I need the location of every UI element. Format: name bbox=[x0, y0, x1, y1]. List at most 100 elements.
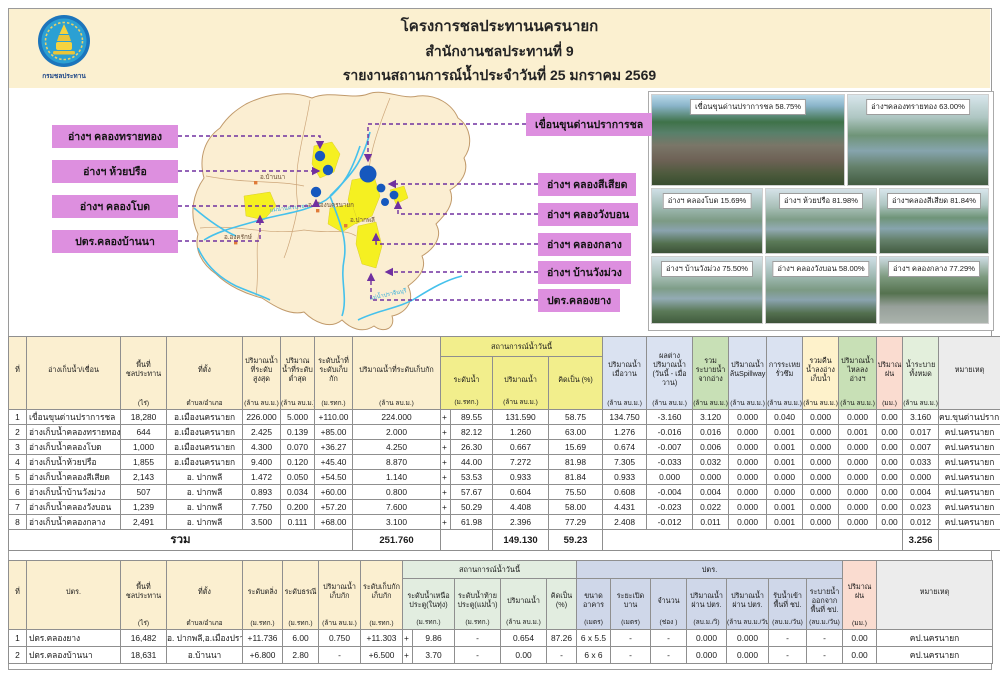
column-header: ปริมาณน้ำเก็บกัก (ล้าน ลบ.ม.) bbox=[318, 560, 361, 630]
column-header: ขนาดอาคาร (เมตร) bbox=[576, 578, 611, 630]
cell: อ่างเก็บน้ำบ้านวังม่วง bbox=[26, 484, 121, 500]
cell: +110.00 bbox=[314, 409, 353, 425]
column-header: ระดับน้ำที่ระดับเก็บกัก (ม.รทก.) bbox=[314, 336, 353, 410]
cell: 1,855 bbox=[120, 454, 167, 470]
cell: 53.53 bbox=[450, 469, 493, 485]
cell: + bbox=[402, 629, 413, 647]
cell: 1 bbox=[8, 629, 27, 647]
reservoir-photo: อ่างฯ ห้วยปรือ 81.98% bbox=[765, 188, 877, 254]
cell: 1 bbox=[8, 409, 27, 425]
cell: 8.870 bbox=[352, 454, 441, 470]
cell: 0.000 bbox=[802, 424, 840, 440]
cell: 0.000 bbox=[838, 499, 878, 515]
cell: 0.001 bbox=[766, 514, 804, 530]
column-header: ปริมาณน้ำที่ระดับเก็บกัก (ล้าน ลบ.ม.) bbox=[352, 336, 441, 410]
photo-caption: อ่างฯ คลองโบด 15.69% bbox=[662, 193, 752, 209]
cell: 0.893 bbox=[242, 484, 281, 500]
cell: 7 bbox=[8, 499, 27, 515]
cell: 0.000 bbox=[838, 469, 878, 485]
cell: +6.500 bbox=[360, 646, 403, 664]
cell: 75.50 bbox=[547, 484, 604, 500]
reservoir-photo: อ่างฯคลองสีเสียด 81.84% bbox=[879, 188, 989, 254]
cell: 61.98 bbox=[450, 514, 493, 530]
cell: + bbox=[440, 484, 451, 500]
cell: อ.เมืองนครนายก bbox=[166, 439, 243, 455]
column-header: ที่ bbox=[8, 336, 27, 410]
cell: 0.00 bbox=[842, 646, 877, 664]
cell: +11.303 bbox=[360, 629, 403, 647]
cell: 0.000 bbox=[728, 514, 768, 530]
map-callout-label: อ่างฯ ห้วยปรือ bbox=[52, 160, 178, 183]
cell: 0.00 bbox=[876, 514, 904, 530]
cell: 0.000 bbox=[902, 469, 940, 485]
cell: 9.400 bbox=[242, 454, 281, 470]
cell: 0.000 bbox=[838, 409, 878, 425]
cell: 6.00 bbox=[282, 629, 319, 647]
cell: 131.590 bbox=[492, 409, 549, 425]
cell: 0.001 bbox=[766, 499, 804, 515]
cell: + bbox=[440, 409, 451, 425]
cell: -0.016 bbox=[646, 424, 694, 440]
cell: 57.67 bbox=[450, 484, 493, 500]
cell: - bbox=[546, 646, 577, 664]
cell: - bbox=[768, 646, 807, 664]
district-label: อ.ปากพลี bbox=[350, 216, 375, 224]
cell: คป.นครนายก bbox=[876, 646, 993, 664]
cell: 18,280 bbox=[120, 409, 167, 425]
column-header: อ่างเก็บน้ำ/เขื่อน bbox=[26, 336, 121, 410]
rid-seal-icon bbox=[38, 15, 90, 67]
column-header: หมายเหตุ bbox=[938, 336, 1000, 410]
cell: 1,239 bbox=[120, 499, 167, 515]
cell: คป.นครนายก bbox=[938, 439, 1000, 455]
photo-caption: อ่างฯ คลองวังบอน 58.00% bbox=[772, 261, 870, 277]
column-header: ระดับน้ำเหนือประตู(ในทุ่ง) (ม.รทก.) bbox=[402, 578, 455, 630]
cell: 0.000 bbox=[838, 514, 878, 530]
cell: 0.006 bbox=[692, 439, 730, 455]
cell: 0.001 bbox=[766, 424, 804, 440]
cell: 0.654 bbox=[500, 629, 547, 647]
cell: 226.000 bbox=[242, 409, 281, 425]
cell: 77.29 bbox=[547, 514, 604, 530]
cell: 0.604 bbox=[492, 484, 549, 500]
photo-caption: อ่างฯคลองสีเสียด 81.84% bbox=[887, 193, 981, 209]
cell: 0.667 bbox=[492, 439, 549, 455]
total-cell: รวม bbox=[8, 529, 353, 551]
cell: 1.260 bbox=[492, 424, 549, 440]
photo-caption: เขื่อนขุนด่านปราการชล 58.75% bbox=[689, 99, 807, 115]
cell: -0.012 bbox=[646, 514, 694, 530]
photo-caption: อ่างฯ บ้านวังม่วง 75.50% bbox=[661, 261, 753, 277]
cell: 0.022 bbox=[692, 499, 730, 515]
column-header: พื้นที่ชลประทาน (ไร่) bbox=[120, 336, 167, 410]
cell: อ. ปากพลี bbox=[166, 514, 243, 530]
cell: 0.800 bbox=[352, 484, 441, 500]
map-callout-label: อ่างฯ คลองโบด bbox=[52, 195, 178, 218]
cell: 0.00 bbox=[876, 424, 904, 440]
cell: - bbox=[454, 629, 501, 647]
cell: 0.000 bbox=[728, 484, 768, 500]
photo-caption: อ่างฯ ห้วยปรือ 81.98% bbox=[779, 193, 863, 209]
cell: 3 bbox=[8, 439, 27, 455]
table-row: 7 อ่างเก็บน้ำคลองวังบอน 1,239 อ. ปากพลี 7.75… bbox=[8, 499, 1000, 515]
cell: 0.001 bbox=[766, 439, 804, 455]
cell: +6.800 bbox=[242, 646, 283, 664]
report-header: กรมชลประทาน โครงการชลประทานนครนายก สำนัก… bbox=[9, 9, 990, 88]
cell: 0.000 bbox=[766, 484, 804, 500]
cell: +85.00 bbox=[314, 424, 353, 440]
group-header: สถานการณ์น้ำวันนี้ bbox=[402, 560, 577, 579]
district-label: อ.บ้านนา bbox=[260, 173, 285, 181]
cell: 2.80 bbox=[282, 646, 319, 664]
cell: 0.040 bbox=[766, 409, 804, 425]
cell: คป.นครนายก bbox=[938, 484, 1000, 500]
cell: 0.00 bbox=[876, 439, 904, 455]
cell: 89.55 bbox=[450, 409, 493, 425]
total-cell: 3.256 bbox=[902, 529, 940, 551]
cell: 8 bbox=[8, 514, 27, 530]
reservoir-photo: อ่างฯคลองทรายทอง 63.00% bbox=[847, 94, 989, 186]
cell: 4.300 bbox=[242, 439, 281, 455]
cell: + bbox=[440, 469, 451, 485]
column-header: ปริมาณน้ำ (ล้าน ลบ.ม.) bbox=[492, 356, 549, 410]
reservoir-photo: อ่างฯ บ้านวังม่วง 75.50% bbox=[651, 256, 763, 324]
cell: 0.070 bbox=[280, 439, 315, 455]
cell: 0.000 bbox=[728, 454, 768, 470]
cell: อ่างเก็บน้ำคลองทรายทอง bbox=[26, 424, 121, 440]
